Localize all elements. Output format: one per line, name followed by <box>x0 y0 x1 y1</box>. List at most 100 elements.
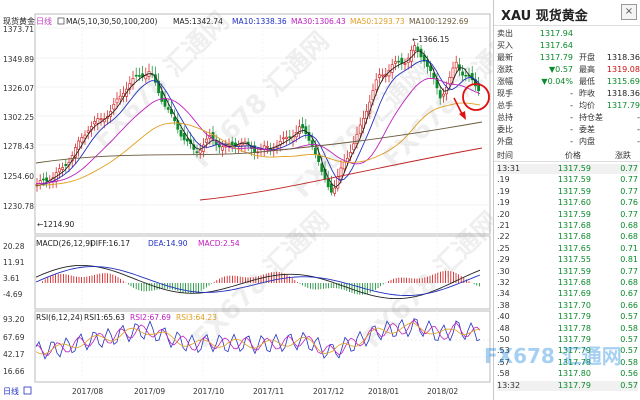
candle-body <box>454 61 458 69</box>
candle-body <box>281 137 285 140</box>
ma-toggle-icon[interactable] <box>57 17 65 25</box>
candle-body <box>45 177 49 182</box>
tick-row: .22 1317.68 0.68 <box>497 232 638 242</box>
tick-change: 0.68 <box>620 232 638 242</box>
footer-period-button[interactable]: 日线 <box>3 386 19 396</box>
macd-bar-value: MACD:2.54 <box>198 239 240 248</box>
macd-diff-value: DIFF:16.17 <box>90 239 130 248</box>
tick-price: 1317.78 <box>557 323 591 333</box>
close-icon[interactable]: × <box>621 4 637 20</box>
rsi-panel-frame <box>34 310 491 383</box>
rsi2-line <box>35 319 481 356</box>
candle-body <box>41 178 45 181</box>
tick-row: .38 1317.70 0.66 <box>497 301 638 311</box>
quote-label: 最新 <box>497 53 513 62</box>
candle-body <box>182 133 186 141</box>
tick-time: 13:32 <box>497 380 521 390</box>
quote-value-2: 1315.69 <box>606 77 640 86</box>
quote-label-2: 昨收 <box>579 89 595 98</box>
quote-value-2: - <box>637 113 640 122</box>
tick-time: .32 <box>497 278 510 287</box>
quote-value-2: 1319.08 <box>606 65 640 74</box>
candle-body <box>93 121 97 125</box>
candle-body <box>441 93 445 97</box>
tick-price: 1317.59 <box>557 164 591 173</box>
rsi1-value: RSI1:65.63 <box>84 313 125 322</box>
tick-price: 1317.59 <box>557 175 591 185</box>
candle-body <box>413 45 417 52</box>
chart-period-label: 日线 <box>36 16 52 26</box>
ma50-value: MA50:1293.73 <box>350 17 405 26</box>
kline-chart[interactable]: 现货黄金 日线 MA(5,10,30,50,100,200) MA5:1342.… <box>0 0 493 400</box>
tick-price: 1317.68 <box>557 221 591 230</box>
tick-time: .57 <box>497 357 510 367</box>
candle-body <box>134 74 138 77</box>
tick-time: .38 <box>497 300 510 310</box>
quote-row: 买入 1317.64 <box>497 40 638 51</box>
highlight-annotation <box>453 83 490 120</box>
tick-time: .29 <box>497 255 510 265</box>
tick-row: .32 1317.68 0.68 <box>497 278 638 288</box>
quote-value: ▼0.04% <box>541 77 573 86</box>
tick-row: .20 1317.59 0.77 <box>497 210 638 220</box>
quote-value: 1317.64 <box>539 41 573 50</box>
rsi-axis-label: 42.17 <box>3 350 25 359</box>
candle-body <box>83 134 87 139</box>
candle-body <box>377 74 381 78</box>
candle-body <box>179 130 183 137</box>
tick-change: 0.57 <box>620 346 638 356</box>
quote-label: 涨幅 <box>497 77 513 86</box>
tick-row: .19 1317.59 0.77 <box>497 175 638 185</box>
candle-body <box>186 138 189 142</box>
price-axis-label: 1373.71 <box>3 25 34 34</box>
ma-params-label: MA(5,10,30,50,100,200) <box>66 17 157 26</box>
candle-body <box>333 187 337 194</box>
candle-body <box>265 146 269 148</box>
quote-value: ▼0.57 <box>549 65 573 74</box>
candle-body <box>205 138 209 143</box>
candle-body <box>112 104 116 110</box>
quote-value: - <box>570 137 573 146</box>
candle-body <box>288 136 292 139</box>
tick-row: .50 1317.79 0.57 <box>497 335 638 345</box>
candle-body <box>419 48 423 58</box>
quote-row: 现手 - 昨收 1318.36 <box>497 88 640 99</box>
quote-label: 总手 <box>497 101 513 110</box>
ticks-col-time: 时间 <box>497 151 513 160</box>
tick-time: .30 <box>497 266 510 276</box>
tick-row: .30 1317.59 0.77 <box>497 267 638 277</box>
kline-chart-area[interactable]: 现货黄金 日线 MA(5,10,30,50,100,200) MA5:1342.… <box>0 0 525 400</box>
high-annotation: ←1366.15 <box>412 35 450 44</box>
ma30-value: MA30:1306.43 <box>291 17 346 26</box>
rsi2-value: RSI2:67.69 <box>130 313 171 322</box>
candle-body <box>461 71 465 76</box>
tick-change: 0.77 <box>620 266 638 276</box>
tick-row: .19 1317.60 0.76 <box>497 198 638 208</box>
candle-body <box>38 180 42 184</box>
tick-row: .58 1317.80 0.56 <box>497 369 638 379</box>
candle-body <box>118 95 122 100</box>
price-panel-frame <box>34 13 491 235</box>
candle-body <box>74 147 77 158</box>
rsi3-value: RSI3:64.23 <box>176 313 217 322</box>
tick-row: .25 1317.65 0.71 <box>497 244 638 254</box>
quote-label-2: 内盘 <box>579 137 595 146</box>
candle-body <box>358 124 362 134</box>
tick-change: 0.57 <box>620 312 638 322</box>
tick-time: .21 <box>497 221 510 230</box>
tick-change: 0.71 <box>620 243 638 253</box>
tick-price: 1317.79 <box>557 335 591 344</box>
quote-row: 涨跌 ▼0.57 最高 1319.08 <box>497 64 640 75</box>
price-axis-label: 1278.43 <box>3 142 34 151</box>
macd-panel-frame <box>34 235 491 310</box>
tick-price: 1317.59 <box>557 266 591 276</box>
period-dropdown-icon[interactable] <box>23 386 32 395</box>
tick-change: 0.81 <box>620 255 638 265</box>
tick-change: 0.77 <box>620 186 638 196</box>
quote-value-2: - <box>637 125 640 134</box>
x-axis-label: 2017/10 <box>193 387 224 396</box>
tick-row: .57 1317.78 0.58 <box>497 358 638 368</box>
quote-value: 1317.94 <box>539 29 573 38</box>
candle-body <box>80 137 84 143</box>
tick-price: 1317.70 <box>557 300 591 310</box>
